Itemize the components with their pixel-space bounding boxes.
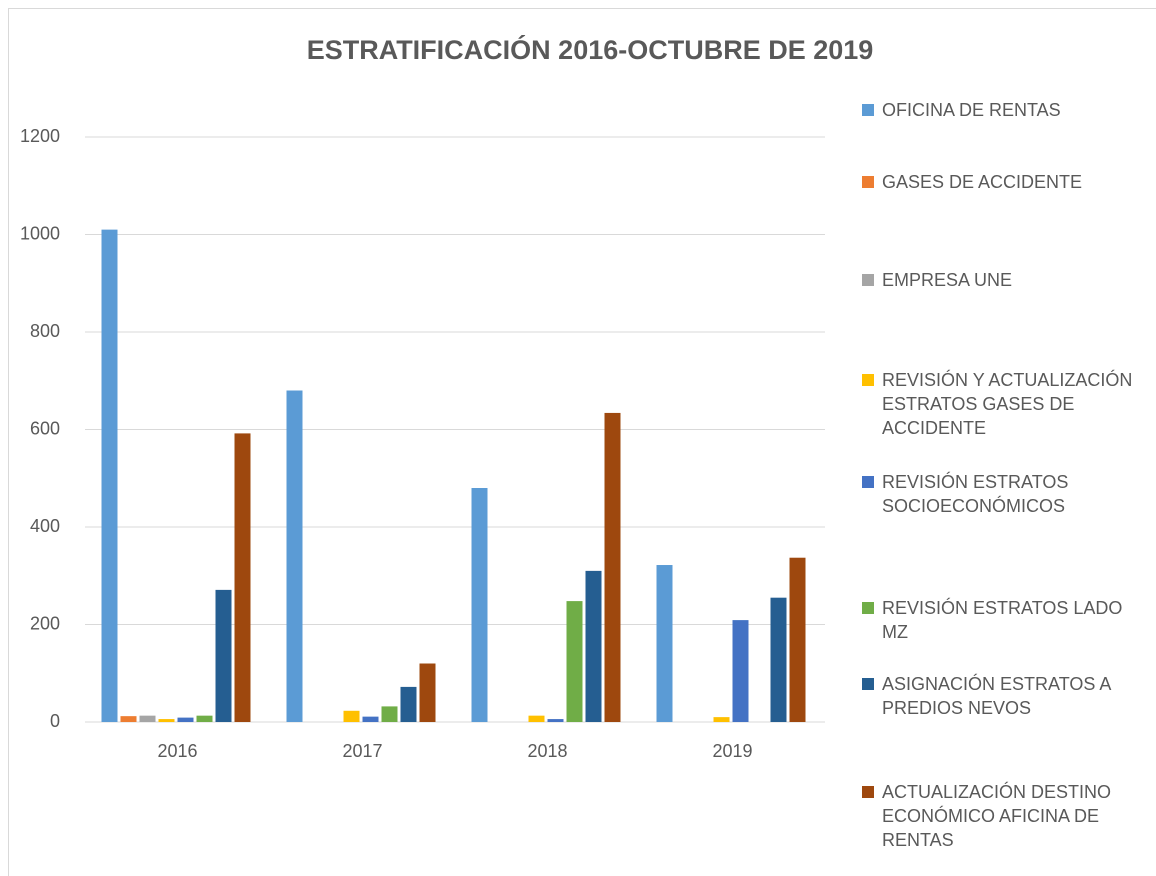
legend-entry: REVISIÓN ESTRATOS LADO MZ bbox=[862, 596, 1152, 644]
legend-label: REVISIÓN Y ACTUALIZACIÓN ESTRATOS GASES … bbox=[882, 370, 1133, 438]
bar bbox=[139, 715, 156, 722]
bar bbox=[234, 433, 251, 722]
y-tick-label: 1000 bbox=[20, 223, 60, 243]
legend-label: EMPRESA UNE bbox=[882, 270, 1013, 290]
x-tick-label: 2018 bbox=[527, 741, 567, 761]
y-tick-label: 200 bbox=[30, 613, 60, 633]
chart-title: ESTRATIFICACIÓN 2016-OCTUBRE DE 2019 bbox=[307, 34, 874, 65]
legend-entry: REVISIÓN Y ACTUALIZACIÓN ESTRATOS GASES … bbox=[862, 368, 1152, 440]
legend-swatch bbox=[862, 476, 874, 488]
bar bbox=[713, 717, 730, 722]
legend-label: GASES DE ACCIDENTE bbox=[882, 172, 1083, 192]
bar bbox=[528, 715, 545, 722]
bar bbox=[215, 589, 232, 722]
bar bbox=[547, 719, 564, 722]
legend-entry: OFICINA DE RENTAS bbox=[862, 98, 1152, 122]
bar bbox=[177, 717, 194, 722]
chart-border bbox=[8, 8, 1156, 876]
legend-label: ACTUALIZACIÓN DESTINO ECONÓMICO AFICINA … bbox=[882, 782, 1112, 850]
x-tick-label: 2019 bbox=[712, 741, 752, 761]
bar bbox=[471, 488, 488, 722]
bar bbox=[196, 715, 213, 722]
legend-swatch bbox=[862, 678, 874, 690]
y-tick-label: 400 bbox=[30, 516, 60, 536]
bar bbox=[419, 663, 436, 722]
legend-label: OFICINA DE RENTAS bbox=[882, 100, 1061, 120]
y-tick-label: 800 bbox=[30, 321, 60, 341]
bar bbox=[101, 229, 118, 722]
legend-swatch bbox=[862, 176, 874, 188]
legend-swatch bbox=[862, 274, 874, 286]
legend-swatch bbox=[862, 104, 874, 116]
legend-entry: REVISIÓN ESTRATOS SOCIOECONÓMICOS bbox=[862, 470, 1152, 518]
legend-label: ASIGNACIÓN ESTRATOS A PREDIOS NEVOS bbox=[882, 674, 1111, 718]
legend-entry: GASES DE ACCIDENTE bbox=[862, 170, 1152, 194]
bar bbox=[120, 716, 137, 722]
bar bbox=[362, 716, 379, 722]
legend-label: REVISIÓN ESTRATOS LADO MZ bbox=[882, 598, 1123, 642]
bar bbox=[770, 597, 787, 722]
legend-entry: EMPRESA UNE bbox=[862, 268, 1152, 292]
bar bbox=[656, 565, 673, 722]
legend-label: REVISIÓN ESTRATOS SOCIOECONÓMICOS bbox=[882, 472, 1069, 516]
bar bbox=[400, 686, 417, 722]
legend-entry: ASIGNACIÓN ESTRATOS A PREDIOS NEVOS bbox=[862, 672, 1152, 720]
bar bbox=[286, 390, 303, 722]
bar bbox=[604, 412, 621, 722]
y-tick-label: 600 bbox=[30, 418, 60, 438]
legend-swatch bbox=[862, 602, 874, 614]
legend-swatch bbox=[862, 374, 874, 386]
x-tick-label: 2017 bbox=[342, 741, 382, 761]
bar bbox=[585, 570, 602, 722]
bar bbox=[789, 557, 806, 722]
bar bbox=[381, 706, 398, 722]
legend-swatch bbox=[862, 786, 874, 798]
bar bbox=[343, 710, 360, 722]
x-tick-label: 2016 bbox=[157, 741, 197, 761]
y-tick-label: 0 bbox=[50, 711, 60, 731]
y-tick-label: 1200 bbox=[20, 126, 60, 146]
bar bbox=[158, 719, 175, 722]
bar bbox=[732, 620, 749, 722]
bar bbox=[566, 601, 583, 722]
legend-entry: ACTUALIZACIÓN DESTINO ECONÓMICO AFICINA … bbox=[862, 780, 1152, 852]
